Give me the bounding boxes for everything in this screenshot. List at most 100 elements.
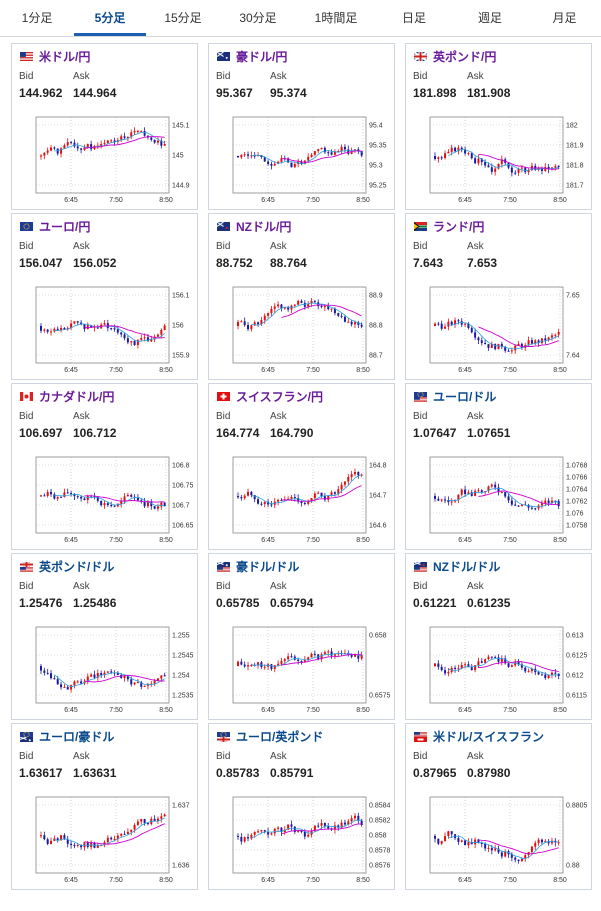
y-tick-label: 88.9 bbox=[369, 293, 383, 300]
currency-pair-link[interactable]: ランド/円 bbox=[433, 220, 485, 234]
candle bbox=[520, 343, 523, 348]
candle bbox=[350, 321, 353, 325]
ask-value: 7.653 bbox=[467, 256, 498, 270]
mini-candlestick-chart[interactable]: 88.9 88.8 88.7 6:45 7:50 8:50 bbox=[209, 284, 396, 376]
candle bbox=[517, 661, 520, 665]
x-tick-label: 7:50 bbox=[306, 707, 320, 714]
currency-pair-link[interactable]: カナダドル/円 bbox=[39, 390, 115, 404]
mini-candlestick-chart[interactable]: 164.8 164.7 164.6 6:45 7:50 8:50 bbox=[209, 454, 396, 546]
rate-card[interactable]: カナダドル/円 Bid Ask 106.697 106.712 106.8 106.75 10… bbox=[11, 383, 198, 550]
candle bbox=[163, 502, 166, 507]
rate-card[interactable]: ユーロ/豪ドル Bid Ask 1.63617 1.63631 1.637 1.636 6:4… bbox=[11, 723, 198, 890]
mini-candlestick-chart[interactable]: 0.658 0.6575 6:45 7:50 8:50 bbox=[209, 624, 396, 716]
mini-candlestick-chart[interactable]: 1.0768 1.0766 1.0764 1.0762 1.076 1.0758 6:45 7… bbox=[406, 454, 593, 546]
bid-label: Bid bbox=[413, 411, 428, 422]
currency-pair-link[interactable]: 米ドル/円 bbox=[39, 50, 91, 64]
candle bbox=[280, 827, 283, 833]
mini-candlestick-chart[interactable]: 156.1 156 155.9 6:45 7:50 8:50 bbox=[12, 284, 199, 376]
candle bbox=[277, 663, 280, 666]
candle bbox=[150, 339, 153, 342]
currency-pair-link[interactable]: 豪ドル/円 bbox=[236, 50, 288, 64]
tab-timeframe[interactable]: 週足 bbox=[477, 11, 502, 25]
moving-average-line bbox=[281, 823, 362, 835]
bid-value: 7.643 bbox=[413, 256, 444, 270]
candle bbox=[76, 681, 79, 683]
tab-timeframe[interactable]: 15分足 bbox=[164, 11, 202, 25]
candle bbox=[470, 328, 473, 333]
candle bbox=[444, 670, 447, 674]
y-tick-label: 0.88 bbox=[566, 863, 580, 870]
rate-card[interactable]: 豪ドル/円 Bid Ask 95.367 95.374 95.4 95.35 95.3 95.2… bbox=[208, 43, 395, 210]
candle bbox=[113, 839, 116, 841]
rate-card[interactable]: 豪ドル/ドル Bid Ask 0.65785 0.65794 0.658 0.6575 6:4… bbox=[208, 553, 395, 720]
candle bbox=[517, 859, 520, 862]
mini-candlestick-chart[interactable]: 95.4 95.35 95.3 95.25 6:45 7:50 8:50 bbox=[209, 114, 396, 206]
candle bbox=[327, 495, 330, 500]
candle bbox=[126, 675, 129, 680]
x-tick-label: 7:50 bbox=[503, 537, 517, 544]
ask-value: 88.764 bbox=[270, 256, 307, 270]
currency-pair-link[interactable]: 米ドル/スイスフラン bbox=[433, 730, 544, 744]
tab-timeframe[interactable]: 1分足 bbox=[21, 11, 53, 25]
currency-pair-link[interactable]: NZドル/円 bbox=[236, 220, 292, 234]
candle bbox=[106, 671, 109, 673]
tab-timeframe[interactable]: 月足 bbox=[552, 11, 577, 25]
candle bbox=[470, 153, 473, 159]
candle bbox=[123, 675, 126, 678]
currency-pair-link[interactable]: 豪ドル/ドル bbox=[236, 560, 300, 574]
candle bbox=[357, 815, 360, 821]
currency-pair-link[interactable]: ユーロ/英ポンド bbox=[236, 730, 324, 744]
mini-candlestick-chart[interactable]: 1.637 1.636 6:45 7:50 8:50 bbox=[12, 794, 199, 886]
candle bbox=[490, 344, 493, 348]
candle bbox=[290, 305, 293, 310]
rate-card[interactable]: 米ドル/スイスフラン Bid Ask 0.87965 0.87980 0.8805 0.88… bbox=[405, 723, 592, 890]
x-tick-label: 7:50 bbox=[503, 367, 517, 374]
tab-timeframe[interactable]: 1時間足 bbox=[314, 11, 358, 25]
rate-card[interactable]: 英ポンド/円 Bid Ask 181.898 181.908 182 181.9 181.8 1… bbox=[405, 43, 592, 210]
currency-pair-link[interactable]: スイスフラン/円 bbox=[236, 390, 323, 404]
candle bbox=[123, 833, 126, 835]
currency-pair-link[interactable]: 英ポンド/円 bbox=[433, 50, 497, 64]
candle bbox=[464, 323, 467, 325]
mini-candlestick-chart[interactable]: 7.65 7.64 6:45 7:50 8:50 bbox=[406, 284, 593, 376]
tab-timeframe[interactable]: 30分足 bbox=[239, 11, 277, 25]
tab-timeframe[interactable]: 5分足 bbox=[74, 0, 146, 36]
currency-pair-link[interactable]: ユーロ/円 bbox=[39, 220, 91, 234]
candle bbox=[360, 820, 363, 826]
tab-timeframe[interactable]: 日足 bbox=[401, 11, 426, 25]
mini-candlestick-chart[interactable]: 0.613 0.6125 0.612 0.6115 6:45 7:50 8:50 bbox=[406, 624, 593, 716]
rate-card[interactable]: ユーロ/英ポンド Bid Ask 0.85783 0.85791 0.8584 0.8582… bbox=[208, 723, 395, 890]
mini-candlestick-chart[interactable]: 182 181.9 181.8 181.7 6:45 7:50 8:50 bbox=[406, 114, 593, 206]
candle bbox=[333, 825, 336, 830]
candle bbox=[263, 315, 266, 321]
rate-card[interactable]: ユーロ/ドル Bid Ask 1.07647 1.07651 1.0768 1.0766 1.… bbox=[405, 383, 592, 550]
candle bbox=[46, 672, 49, 674]
bid-value: 1.07647 bbox=[413, 426, 457, 440]
mini-candlestick-chart[interactable]: 0.8805 0.88 6:45 7:50 8:50 bbox=[406, 794, 593, 886]
mini-candlestick-chart[interactable]: 1.255 1.2545 1.254 1.2535 6:45 7:50 8:50 bbox=[12, 624, 199, 716]
bid-label: Bid bbox=[19, 581, 34, 592]
candle bbox=[464, 840, 467, 846]
candle bbox=[350, 654, 353, 657]
candle bbox=[297, 497, 300, 502]
currency-pair-link[interactable]: NZドル/ドル bbox=[433, 560, 501, 574]
x-tick-label: 8:50 bbox=[159, 707, 173, 714]
rate-card[interactable]: 英ポンド/ドル Bid Ask 1.25476 1.25486 1.255 1.2545 1.… bbox=[11, 553, 198, 720]
mini-candlestick-chart[interactable]: 106.8 106.75 106.7 106.65 6:45 7:50 8:50 bbox=[12, 454, 199, 546]
candle bbox=[86, 842, 89, 848]
currency-pair-link[interactable]: 英ポンド/ドル bbox=[39, 560, 115, 574]
currency-pair-link[interactable]: ユーロ/ドル bbox=[433, 390, 497, 404]
moving-average-line bbox=[251, 302, 362, 326]
rate-card[interactable]: スイスフラン/円 Bid Ask 164.774 164.790 164.8 164.7 16… bbox=[208, 383, 395, 550]
rate-card[interactable]: ユーロ/円 Bid Ask 156.047 156.052 156.1 156 155.9 6:… bbox=[11, 213, 198, 380]
mini-candlestick-chart[interactable]: 0.8584 0.8582 0.858 0.8578 0.8576 6:45 7:50 8:5… bbox=[209, 794, 396, 886]
candle bbox=[73, 321, 76, 324]
currency-flag-icon bbox=[20, 732, 33, 742]
mini-candlestick-chart[interactable]: 145.1 145 144.9 6:45 7:50 8:50 bbox=[12, 114, 199, 206]
currency-pair-link[interactable]: ユーロ/豪ドル bbox=[39, 730, 115, 744]
rate-card[interactable]: NZドル/円 Bid Ask 88.752 88.764 88.9 88.8 88.7 6:45… bbox=[208, 213, 395, 380]
candle bbox=[340, 315, 343, 317]
rate-card[interactable]: NZドル/ドル Bid Ask 0.61221 0.61235 0.613 0.6125 0.… bbox=[405, 553, 592, 720]
rate-card[interactable]: ランド/円 Bid Ask 7.643 7.653 7.65 7.64 6:45 7:50 8:5… bbox=[405, 213, 592, 380]
rate-card[interactable]: 米ドル/円 Bid Ask 144.962 144.964 145.1 145 144.9 6:… bbox=[11, 43, 198, 210]
